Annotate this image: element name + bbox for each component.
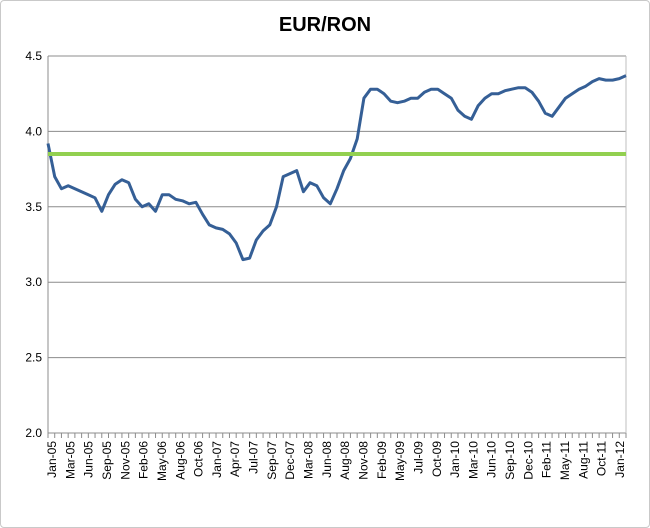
gridlines [48, 55, 626, 434]
x-tick-label: Jul-09 [411, 441, 425, 474]
x-tick-label: Jan-05 [45, 441, 59, 478]
y-tick-label: 4.0 [25, 124, 42, 138]
x-tick-label: Nov-05 [118, 441, 132, 480]
x-tick-label: May-06 [155, 441, 169, 481]
x-tick-label: Jun-08 [320, 441, 334, 478]
x-tick-label: May-09 [393, 441, 407, 481]
x-tick-label: Jul-07 [247, 441, 261, 474]
y-tick-label: 4.5 [25, 49, 42, 63]
x-tick-label: Jan-10 [448, 441, 462, 478]
x-tick-label: Jun-05 [82, 441, 96, 478]
x-tick-label: Nov-08 [356, 441, 370, 480]
x-tick-label: Sep-05 [100, 441, 114, 480]
x-tick-labels: Jan-05 Mar-05 Jun-05 Sep-05 Nov-05 Feb-06 May-… [45, 441, 627, 481]
x-tick-label: Oct-11 [595, 441, 609, 476]
x-tick-label: Mar-10 [466, 441, 480, 479]
chart-title: EUR/RON [278, 14, 372, 36]
x-tick-label: Aug-11 [576, 441, 590, 479]
x-tick-label: Aug-08 [338, 441, 352, 480]
x-tick-label: Sep-07 [265, 441, 279, 480]
series-line-eur-ron [46, 74, 627, 262]
y-tick-label: 3.5 [25, 200, 42, 214]
axes [47, 56, 627, 438]
y-tick-label: 2.5 [25, 351, 42, 365]
y-tick-labels: 2.0 2.5 3.0 3.5 4.0 4.5 [25, 49, 42, 440]
x-tick-label: Jan-12 [613, 441, 627, 478]
x-tick-label: Apr-07 [228, 441, 242, 477]
x-tick-label: Aug-06 [173, 441, 187, 480]
series-lines [46, 74, 627, 262]
y-tick-label: 3.0 [25, 275, 42, 289]
x-tick-label: Jan-07 [210, 441, 224, 478]
x-tick-label: Jun-10 [485, 441, 499, 478]
x-tick-label: Feb-11 [540, 441, 554, 478]
x-tick-label: Feb-09 [375, 441, 389, 479]
x-tick-label: Mar-05 [63, 441, 77, 479]
x-tick-label: Oct-09 [430, 441, 444, 477]
x-tick-label: Sep-10 [503, 441, 517, 480]
y-tick-label: 2.0 [25, 426, 42, 440]
x-tick-label: Oct-06 [192, 441, 206, 477]
x-tick-label: May-11 [558, 441, 572, 480]
x-tick-label: Dec-07 [283, 441, 297, 480]
x-tick-label: Feb-06 [137, 441, 151, 479]
x-tick-label: Dec-10 [521, 441, 535, 480]
x-tick-label: Mar-08 [302, 441, 316, 479]
